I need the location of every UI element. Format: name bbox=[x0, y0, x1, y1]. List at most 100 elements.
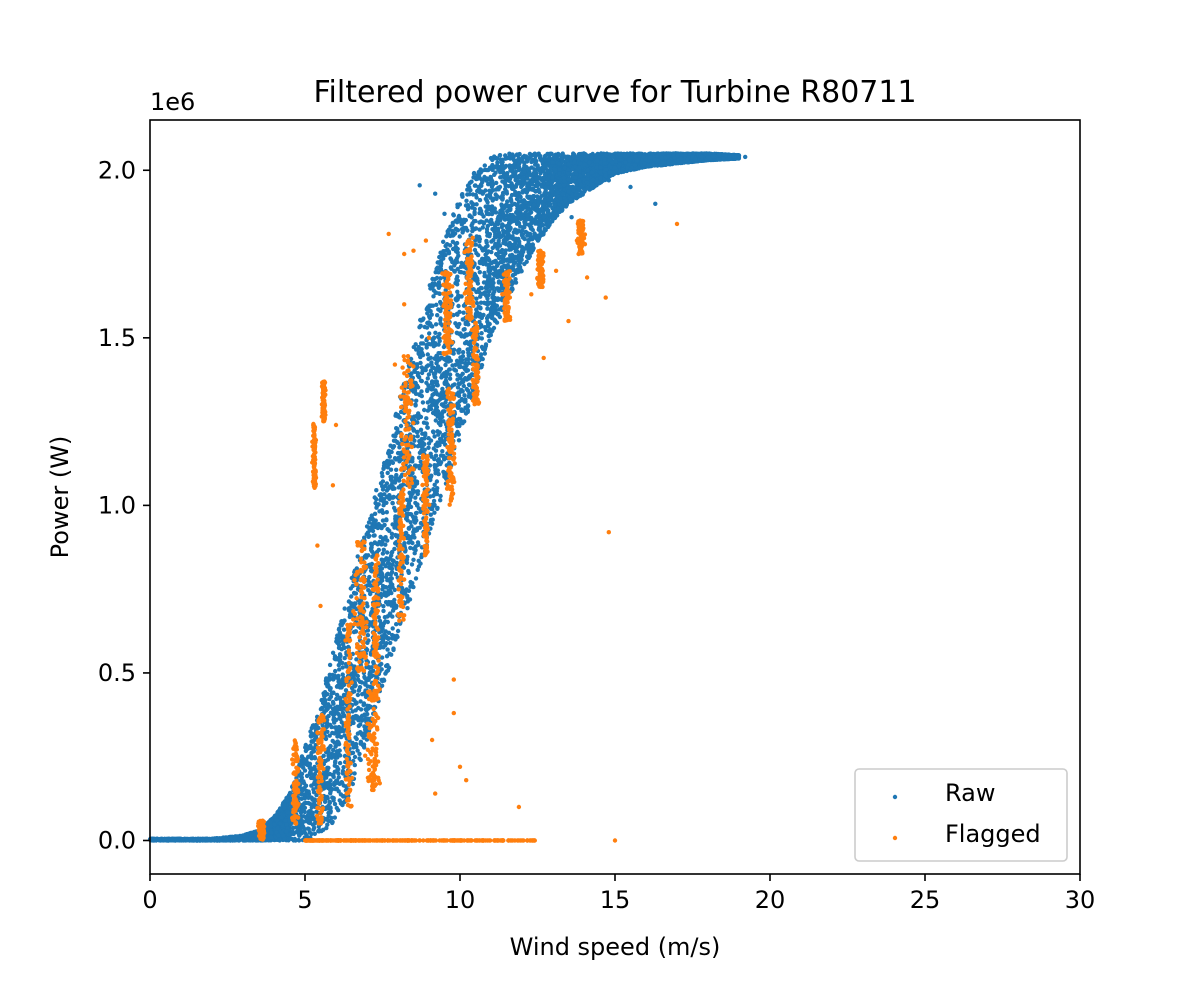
raw-point bbox=[422, 407, 427, 413]
raw-point bbox=[462, 393, 467, 398]
raw-point bbox=[327, 662, 333, 668]
raw-point bbox=[342, 733, 347, 738]
raw-point bbox=[432, 510, 437, 515]
y-axis-label: Power (W) bbox=[46, 436, 74, 559]
raw-point bbox=[392, 587, 397, 593]
raw-point bbox=[429, 312, 434, 317]
raw-point bbox=[341, 627, 347, 632]
raw-point bbox=[433, 322, 439, 327]
raw-point bbox=[471, 171, 477, 176]
raw-point bbox=[408, 545, 413, 551]
raw-point bbox=[461, 327, 466, 332]
raw-point bbox=[410, 540, 415, 546]
raw-point bbox=[385, 550, 390, 555]
raw-point bbox=[426, 341, 431, 347]
raw-point bbox=[489, 239, 494, 244]
raw-point bbox=[450, 383, 455, 388]
raw-point bbox=[484, 238, 489, 244]
raw-point bbox=[333, 668, 338, 674]
raw-point bbox=[381, 677, 386, 682]
raw-point bbox=[438, 276, 443, 281]
points-layer bbox=[147, 151, 748, 843]
raw-point bbox=[405, 606, 410, 611]
raw-point bbox=[475, 188, 480, 194]
raw-point bbox=[392, 546, 397, 552]
raw-point bbox=[435, 429, 440, 434]
chart-title: Filtered power curve for Turbine R80711 bbox=[313, 75, 916, 110]
raw-point bbox=[487, 338, 492, 343]
raw-point bbox=[376, 615, 381, 620]
raw-point bbox=[500, 179, 505, 184]
raw-point bbox=[404, 497, 410, 502]
raw-point bbox=[371, 533, 376, 538]
raw-point bbox=[357, 685, 363, 690]
raw-point bbox=[354, 736, 359, 742]
raw-point bbox=[411, 344, 416, 350]
raw-point bbox=[490, 198, 495, 203]
raw-point bbox=[379, 470, 385, 476]
raw-point bbox=[311, 797, 316, 802]
raw-point bbox=[411, 557, 416, 562]
raw-point bbox=[477, 270, 482, 275]
raw-point bbox=[512, 259, 517, 265]
raw-point bbox=[396, 478, 402, 483]
raw-point bbox=[388, 640, 393, 646]
raw-point bbox=[336, 662, 341, 668]
raw-point bbox=[432, 434, 437, 439]
raw-point bbox=[338, 734, 344, 740]
raw-point bbox=[340, 672, 345, 677]
raw-point bbox=[441, 239, 446, 244]
raw-point bbox=[436, 432, 441, 437]
raw-point bbox=[414, 398, 419, 403]
raw-point bbox=[435, 313, 440, 318]
raw-point bbox=[520, 235, 526, 240]
raw-point bbox=[301, 765, 306, 770]
raw-point bbox=[387, 651, 392, 656]
raw-point bbox=[415, 429, 420, 435]
raw-point bbox=[433, 418, 438, 423]
raw-point bbox=[451, 347, 457, 352]
raw-point bbox=[352, 771, 357, 776]
raw-point bbox=[420, 400, 426, 405]
raw-point bbox=[447, 367, 452, 372]
raw-point bbox=[418, 459, 423, 464]
raw-point bbox=[340, 771, 346, 776]
raw-point bbox=[413, 403, 418, 408]
raw-point bbox=[460, 350, 466, 355]
raw-point bbox=[456, 438, 462, 443]
raw-point bbox=[413, 576, 419, 581]
x-axis-label: Wind speed (m/s) bbox=[510, 933, 721, 961]
raw-point bbox=[463, 357, 469, 362]
raw-point bbox=[429, 473, 434, 478]
raw-point bbox=[337, 760, 343, 766]
raw-point bbox=[425, 376, 430, 381]
raw-point bbox=[447, 376, 453, 381]
raw-point bbox=[457, 423, 462, 429]
raw-point bbox=[485, 207, 490, 212]
raw-point bbox=[459, 222, 464, 227]
raw-point bbox=[441, 453, 446, 459]
raw-point bbox=[428, 506, 434, 511]
raw-point bbox=[412, 438, 417, 443]
raw-point bbox=[460, 192, 465, 197]
raw-point bbox=[424, 416, 429, 421]
raw-point bbox=[455, 372, 460, 377]
raw-point bbox=[477, 243, 482, 249]
raw-point bbox=[393, 532, 398, 538]
raw-point bbox=[456, 303, 461, 309]
raw-point bbox=[391, 647, 396, 653]
raw-point bbox=[477, 210, 482, 216]
raw-point bbox=[342, 655, 347, 661]
raw-point bbox=[508, 197, 514, 202]
raw-point bbox=[419, 393, 424, 399]
raw-point bbox=[385, 470, 390, 476]
raw-point bbox=[426, 445, 431, 450]
raw-point bbox=[355, 554, 360, 559]
raw-point bbox=[489, 249, 494, 255]
raw-point bbox=[419, 389, 424, 394]
raw-point bbox=[393, 571, 399, 577]
raw-point bbox=[356, 688, 362, 693]
raw-point bbox=[456, 432, 461, 437]
raw-point bbox=[424, 345, 429, 350]
